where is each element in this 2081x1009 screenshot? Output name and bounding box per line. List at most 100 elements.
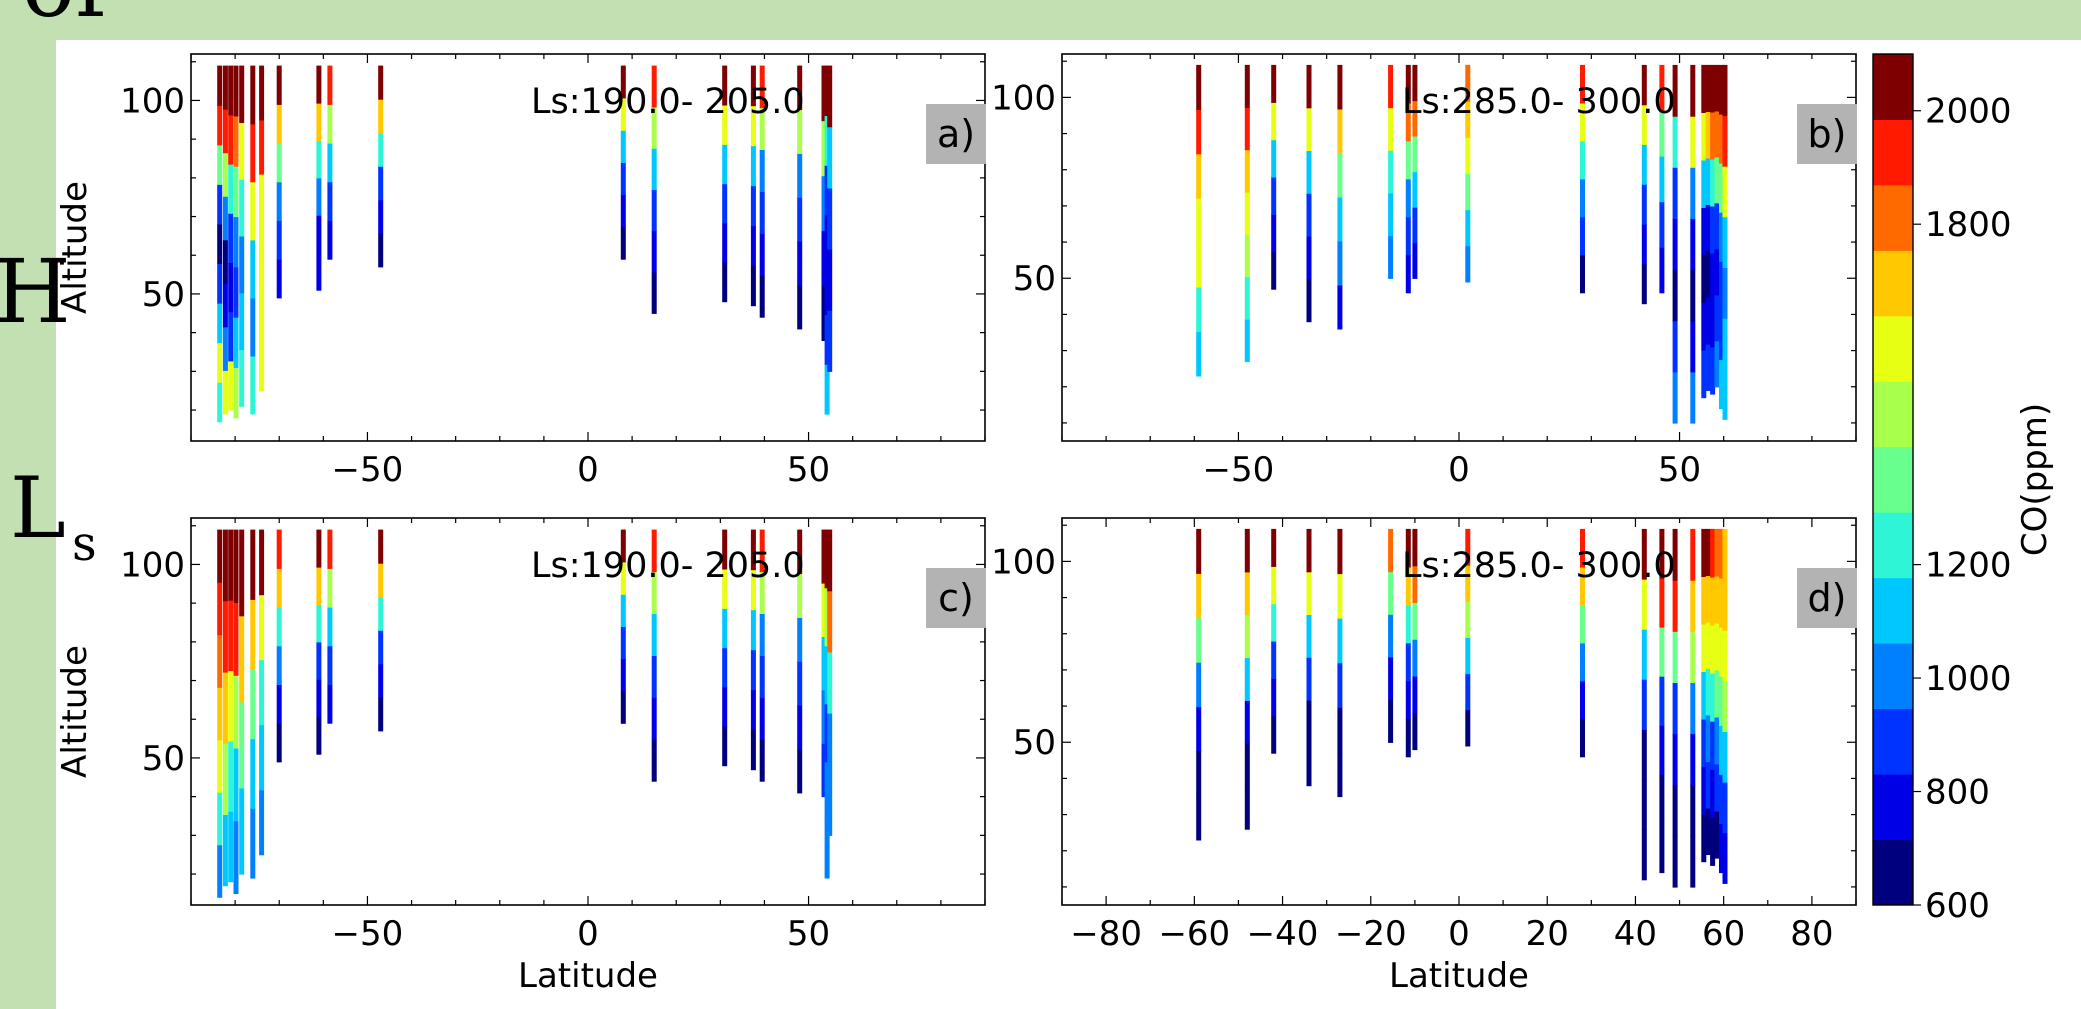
- profile-segment: [222, 65, 228, 110]
- profile-segment: [259, 228, 265, 283]
- profile-segment: [233, 367, 239, 419]
- colorbar-segment: [1873, 119, 1913, 186]
- colorbar: 600 800 1000 1200 1800 2000 CO(ppm): [1872, 53, 2055, 926]
- profile-segment: [1672, 580, 1678, 632]
- profile-segment: [1714, 294, 1720, 342]
- x-tick-label: −50: [332, 914, 404, 954]
- profile-segment: [378, 697, 384, 732]
- profile-segment: [228, 262, 234, 313]
- profile-segment: [1705, 157, 1711, 205]
- profile-segment: [1672, 218, 1678, 271]
- profile-segment: [722, 529, 728, 570]
- profile-segment: [378, 529, 384, 564]
- profile-segment: [276, 143, 282, 183]
- profile-c-3: [233, 529, 239, 894]
- profile-segment: [1701, 350, 1707, 399]
- profile-segment: [1412, 64, 1418, 102]
- profile-segment: [228, 65, 234, 116]
- x-tick-label: 0: [1448, 450, 1470, 490]
- profile-c-0: [217, 529, 223, 898]
- profile-segment: [1659, 676, 1665, 726]
- x-tick-label: 80: [1790, 914, 1833, 954]
- profile-segment: [1405, 528, 1411, 568]
- x-tick-label: 50: [1658, 450, 1701, 490]
- profile-segment: [1465, 64, 1471, 102]
- profile-segment: [217, 342, 223, 383]
- profile-segment: [824, 115, 830, 166]
- profile-d-13: [1690, 528, 1696, 888]
- profile-d-3: [1306, 528, 1312, 787]
- profile-segment: [722, 726, 728, 767]
- profile-segment: [797, 153, 803, 198]
- panel-b-ticks: [1061, 54, 1857, 441]
- profile-segment: [1659, 247, 1665, 294]
- profile-segment: [759, 191, 765, 234]
- profile-segment: [1580, 102, 1585, 142]
- panel-label-badge: [1797, 104, 1857, 164]
- profile-segment: [327, 220, 333, 260]
- profile-d-18: [1719, 528, 1724, 874]
- profile-segment: [378, 596, 384, 631]
- profile-c-6: [259, 529, 265, 856]
- profile-segment: [1244, 571, 1250, 616]
- profile-segment: [1719, 64, 1724, 115]
- profile-segment: [759, 739, 765, 782]
- profile-segment: [1271, 64, 1277, 103]
- profile-segment: [250, 355, 256, 415]
- profile-segment: [239, 65, 245, 123]
- profile-a-5: [250, 65, 256, 415]
- profile-segment: [1705, 761, 1711, 809]
- profile-c-1: [222, 529, 228, 887]
- profile-segment: [824, 819, 830, 879]
- profile-segment: [1196, 751, 1202, 796]
- profile-segment: [827, 65, 833, 128]
- profile-segment: [1714, 716, 1720, 765]
- profile-b-0: [1196, 64, 1202, 377]
- profile-segment: [1701, 112, 1707, 161]
- profile-segment: [1271, 641, 1277, 679]
- profile-segment: [239, 292, 245, 351]
- profile-segment: [1244, 234, 1250, 278]
- profile-segment: [378, 132, 384, 167]
- profile-segment: [1672, 784, 1678, 837]
- profile-segment: [276, 220, 282, 260]
- profile-c-17: [821, 529, 827, 798]
- profile-a-19: [827, 65, 833, 372]
- profile-segment: [228, 529, 234, 601]
- profile-segment: [1710, 576, 1716, 626]
- profile-segment: [821, 529, 827, 584]
- profile-segment: [1337, 240, 1343, 286]
- profile-segment: [797, 529, 803, 575]
- profile-segment: [1714, 248, 1720, 296]
- background-band-left: [0, 40, 56, 1009]
- profile-segment: [316, 103, 322, 141]
- profile-segment: [797, 65, 803, 111]
- profile-segment: [1719, 212, 1724, 262]
- season-label: Ls:285.0- 300.0: [1402, 82, 1676, 122]
- profile-segment: [1641, 104, 1647, 145]
- profile-segment: [1672, 631, 1678, 683]
- profile-segment: [797, 705, 803, 750]
- profile-segment: [1719, 577, 1724, 628]
- profile-segment: [1672, 835, 1678, 888]
- profile-segment: [1580, 254, 1585, 294]
- profile-segment: [1641, 144, 1647, 185]
- profile-a-1: [222, 65, 228, 415]
- profile-segment: [1388, 235, 1394, 279]
- profile-a-15: [759, 65, 765, 318]
- profile-segment: [316, 177, 322, 216]
- profile-segment: [217, 582, 223, 636]
- profile-segment: [217, 105, 223, 146]
- profile-segment: [1196, 795, 1202, 841]
- profile-segment: [1306, 657, 1312, 701]
- profile-segment: [1465, 601, 1471, 638]
- profile-segment: [239, 122, 245, 180]
- profile-segment: [1337, 751, 1343, 798]
- profile-c-2: [228, 529, 234, 883]
- y-tick-label: 100: [991, 78, 1056, 118]
- profile-segment: [1690, 320, 1696, 373]
- profile-segment: [821, 230, 827, 287]
- profile-segment: [651, 571, 657, 614]
- profile-d-2: [1271, 528, 1277, 754]
- profile-segment: [276, 259, 282, 299]
